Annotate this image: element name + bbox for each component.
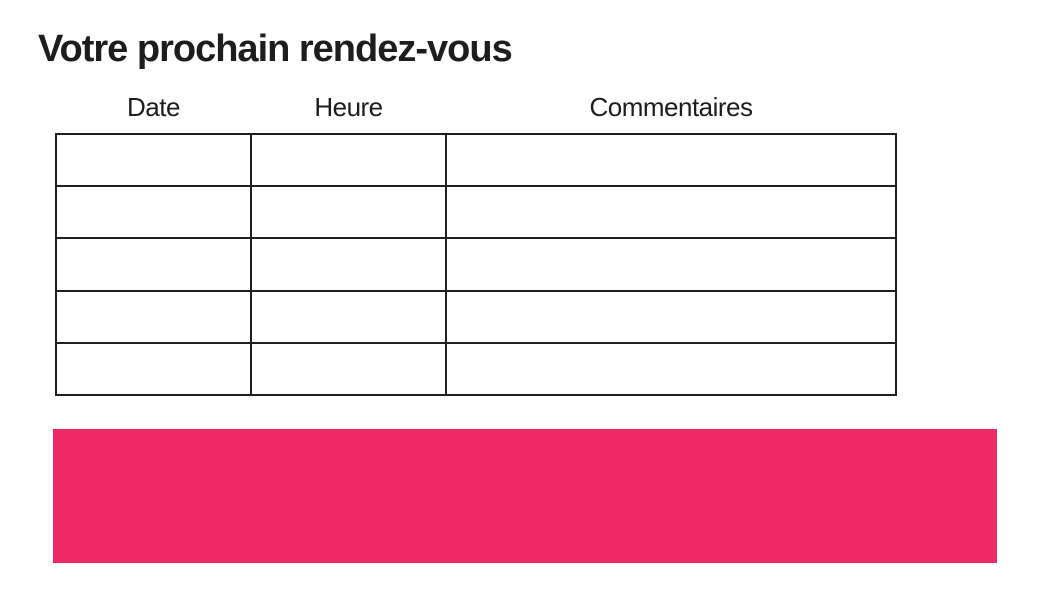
table-cell	[250, 237, 447, 292]
table-cell	[250, 341, 447, 396]
table-row	[55, 237, 897, 292]
table-cell	[445, 185, 897, 240]
column-header-date: Date	[127, 92, 180, 122]
column-header-heure: Heure	[314, 92, 383, 122]
table-row	[55, 132, 897, 188]
page-title: Votre prochain rendez-vous	[38, 28, 513, 70]
table-cell	[55, 185, 252, 240]
table-cell	[55, 132, 252, 188]
appointments-table-header: Date Heure Commentaires	[56, 90, 896, 134]
table-cell	[445, 237, 897, 292]
column-header-commentaires: Commentaires	[589, 92, 753, 122]
table-cell	[55, 237, 252, 292]
table-cell	[250, 289, 447, 344]
header-row: Date Heure Commentaires	[56, 90, 896, 134]
table-cell	[55, 289, 252, 344]
table-cell	[250, 132, 447, 188]
table-row	[55, 289, 897, 344]
table-cell	[445, 289, 897, 344]
table-cell	[55, 341, 252, 396]
table-cell	[250, 185, 447, 240]
table-row	[55, 341, 897, 396]
appointments-table: Date Heure Commentaires	[55, 90, 897, 396]
table-cell	[445, 341, 897, 396]
table-cell	[445, 132, 897, 188]
table-row	[55, 185, 897, 240]
accent-banner	[53, 429, 997, 563]
appointments-table-body	[55, 132, 897, 396]
